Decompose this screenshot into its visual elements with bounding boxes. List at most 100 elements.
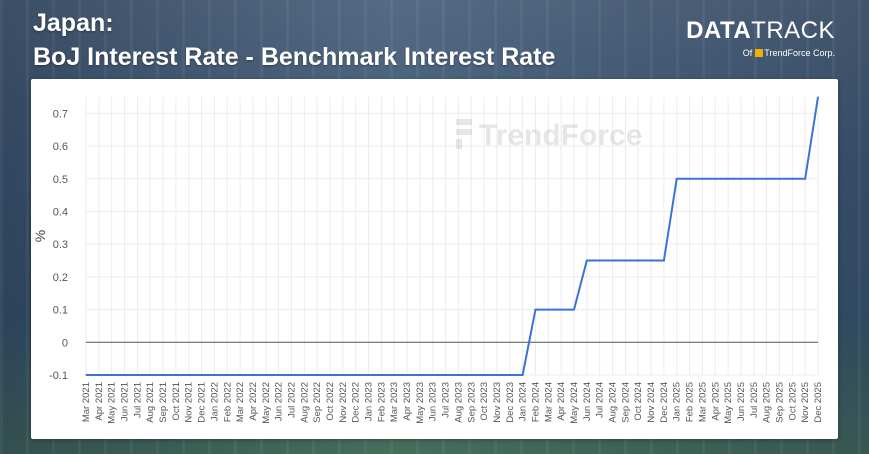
data-point (534, 308, 537, 311)
x-tick-label: Dec 2024 (659, 382, 670, 423)
x-tick-label: Jun 2023 (428, 382, 439, 421)
data-point (444, 374, 447, 376)
x-tick-label: Feb 2024 (530, 382, 541, 422)
x-tick-label: Jul 2022 (286, 382, 297, 418)
x-tick-label: Nov 2021 (184, 382, 195, 423)
series-points (85, 96, 819, 376)
series-line (86, 96, 819, 376)
data-point (406, 374, 408, 376)
y-tick-label: 0.1 (53, 305, 68, 317)
data-point (560, 308, 562, 311)
x-tick-label: Apr 2022 (248, 382, 259, 421)
logo-subtitle: Of TrendForce Corp. (686, 46, 835, 60)
data-point (303, 374, 305, 376)
data-point (393, 374, 395, 376)
x-tick-label: Aug 2023 (453, 382, 464, 423)
x-tick-label: Mar 2021 (81, 382, 92, 422)
x-tick-label: May 2021 (107, 382, 118, 424)
data-point (624, 259, 626, 262)
data-point (766, 178, 768, 180)
watermark-text: TrendForce (479, 119, 642, 152)
data-point (200, 374, 203, 376)
y-tick-label: 0 (62, 337, 68, 349)
title-indicator: BoJ Interest Rate - Benchmark Interest R… (33, 43, 556, 71)
x-tick-label: Nov 2025 (800, 382, 811, 423)
data-point (688, 178, 691, 180)
x-tick-label: Dec 2021 (197, 382, 208, 423)
data-point (804, 178, 806, 180)
data-point (239, 374, 241, 376)
data-point (213, 374, 216, 376)
data-point (778, 178, 781, 180)
data-point (380, 374, 382, 376)
x-tick-label: Nov 2022 (338, 382, 349, 423)
data-point (162, 374, 164, 376)
data-point (547, 308, 549, 311)
x-tick-label: Apr 2023 (402, 382, 413, 421)
x-tick-label: Mar 2022 (235, 382, 246, 422)
x-tick-label: Jul 2025 (749, 382, 760, 418)
watermark-icon-bar-top (456, 119, 472, 125)
data-point (599, 259, 601, 262)
x-tick-label: Feb 2025 (685, 382, 696, 422)
data-point (586, 259, 588, 262)
x-tick-label: Sep 2021 (158, 382, 169, 423)
data-point (290, 374, 293, 376)
data-point (522, 374, 524, 376)
data-point (98, 374, 100, 376)
data-point (419, 374, 421, 376)
x-tick-label: Nov 2023 (492, 382, 503, 423)
data-point (342, 374, 344, 376)
data-point (496, 374, 498, 376)
page-title: Japan: BoJ Interest Rate - Benchmark Int… (33, 6, 555, 74)
x-tick-label: Jun 2022 (274, 382, 285, 421)
data-point (509, 374, 511, 376)
x-tick-label: Oct 2023 (479, 382, 490, 421)
data-point (85, 374, 87, 376)
x-tick-label: Mar 2023 (389, 382, 400, 422)
watermark-icon-bar-stem (456, 139, 462, 149)
x-tick-label: Jan 2025 (672, 382, 683, 421)
watermark-icon-bar-mid (456, 129, 472, 135)
y-tick-label: 0.7 (53, 108, 68, 120)
x-tick-label: Sep 2022 (312, 382, 323, 423)
data-point (188, 374, 190, 376)
watermark: TrendForce (456, 119, 642, 152)
x-tick-label: May 2023 (415, 382, 426, 424)
data-point (457, 374, 460, 376)
x-tick-label: Jan 2024 (518, 382, 529, 421)
data-point (149, 374, 151, 376)
chart-panel: TrendForce -0.1 0 0.1 0.2 0.3 0.4 0.5 0.6 0.7 Ma… (31, 79, 838, 439)
x-tick-label: Feb 2023 (376, 382, 387, 422)
x-tick-label: Jan 2023 (364, 382, 375, 421)
x-tick-label: Dec 2025 (813, 382, 824, 423)
data-point (226, 374, 228, 376)
data-point (278, 374, 280, 376)
data-point (714, 178, 716, 180)
data-point (611, 259, 614, 262)
logo-sub-brand: TrendForce Corp. (764, 48, 835, 58)
y-axis-label: % (32, 230, 48, 242)
x-tick-label: May 2025 (723, 382, 734, 424)
data-point (111, 374, 113, 376)
x-tick-label: Jul 2023 (441, 382, 452, 418)
datatrack-logo: DATATRACK Of TrendForce Corp. (686, 18, 835, 60)
x-tick-label: Feb 2022 (222, 382, 233, 422)
data-point (367, 374, 370, 376)
x-tick-label: Sep 2023 (466, 382, 477, 423)
data-point (123, 374, 126, 376)
data-point (252, 374, 254, 376)
x-tick-label: Aug 2025 (762, 382, 773, 423)
x-axis-ticks: Mar 2021 Apr 2021 May 2021 Jun 2021 Jul 2021… (81, 382, 824, 424)
x-tick-label: Oct 2025 (787, 382, 798, 421)
x-tick-label: Apr 2021 (94, 382, 105, 421)
data-point (329, 374, 331, 376)
logo-wordmark-bold: DATA (686, 17, 752, 44)
x-tick-label: Jul 2021 (132, 382, 143, 418)
y-tick-label: 0.2 (53, 272, 68, 284)
data-point (316, 374, 318, 376)
x-tick-label: Jul 2024 (595, 382, 606, 418)
x-tick-label: Sep 2025 (774, 382, 785, 423)
x-tick-label: Apr 2024 (556, 382, 567, 421)
x-tick-label: Aug 2021 (145, 382, 156, 423)
